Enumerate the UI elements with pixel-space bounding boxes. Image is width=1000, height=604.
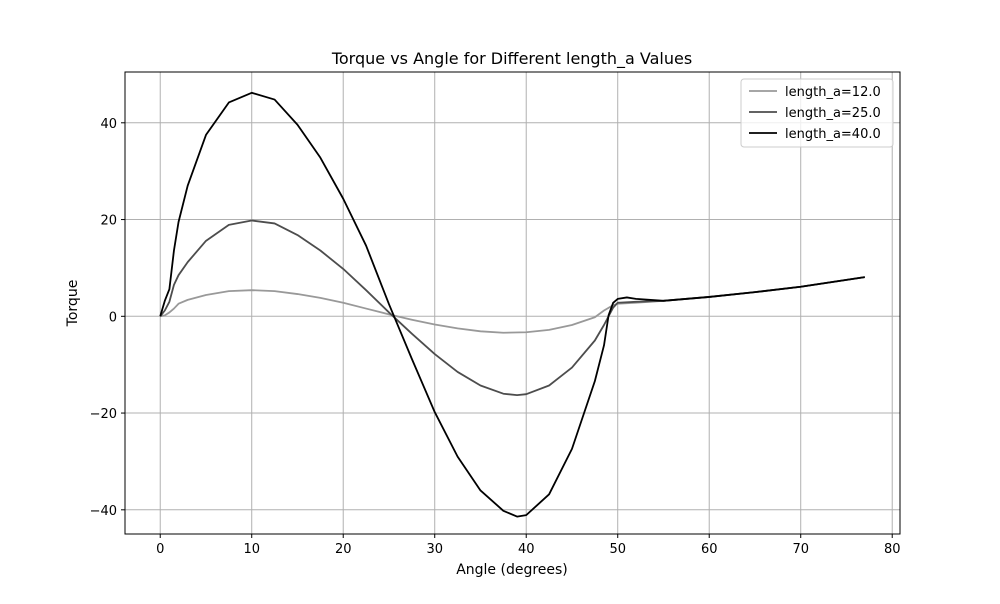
x-tick-label: 70: [792, 542, 809, 557]
y-tick-label: 40: [100, 117, 117, 132]
x-tick-label: 50: [609, 542, 626, 557]
legend: length_a=12.0 length_a=25.0 length_a=40.0: [740, 78, 894, 148]
y-tick-label: 0: [109, 310, 117, 325]
x-tick-label: 60: [701, 542, 718, 557]
y-tick-label: 20: [100, 214, 117, 229]
chart-title: Torque vs Angle for Different length_a V…: [331, 49, 692, 69]
x-tick-label: 0: [156, 542, 164, 557]
y-axis-label: Torque: [65, 280, 81, 328]
x-tick-label: 80: [884, 542, 901, 557]
series-line-1: [160, 276, 865, 334]
legend-label-1: length_a=12.0: [785, 85, 881, 100]
legend-box: [740, 78, 894, 148]
legend-label-2: length_a=25.0: [785, 106, 881, 121]
plot-background: [125, 72, 900, 534]
series-line-2: [159, 219, 865, 397]
series-line-3: [159, 91, 865, 518]
x-tick-label: 40: [518, 542, 535, 557]
x-axis-label: Angle (degrees): [456, 562, 568, 578]
axis-ticks: 0 10 20 30 40 50 60 70 80 −40 −20 0 20 40: [90, 117, 901, 557]
y-tick-label: −40: [90, 504, 117, 519]
plot-frame: [124, 71, 901, 535]
x-tick-label: 30: [426, 542, 443, 557]
y-tick-label: −20: [90, 407, 117, 422]
legend-label-3: length_a=40.0: [785, 127, 881, 142]
series-lines: [159, 91, 865, 518]
x-tick-label: 20: [335, 542, 352, 557]
x-tick-label: 10: [243, 542, 260, 557]
